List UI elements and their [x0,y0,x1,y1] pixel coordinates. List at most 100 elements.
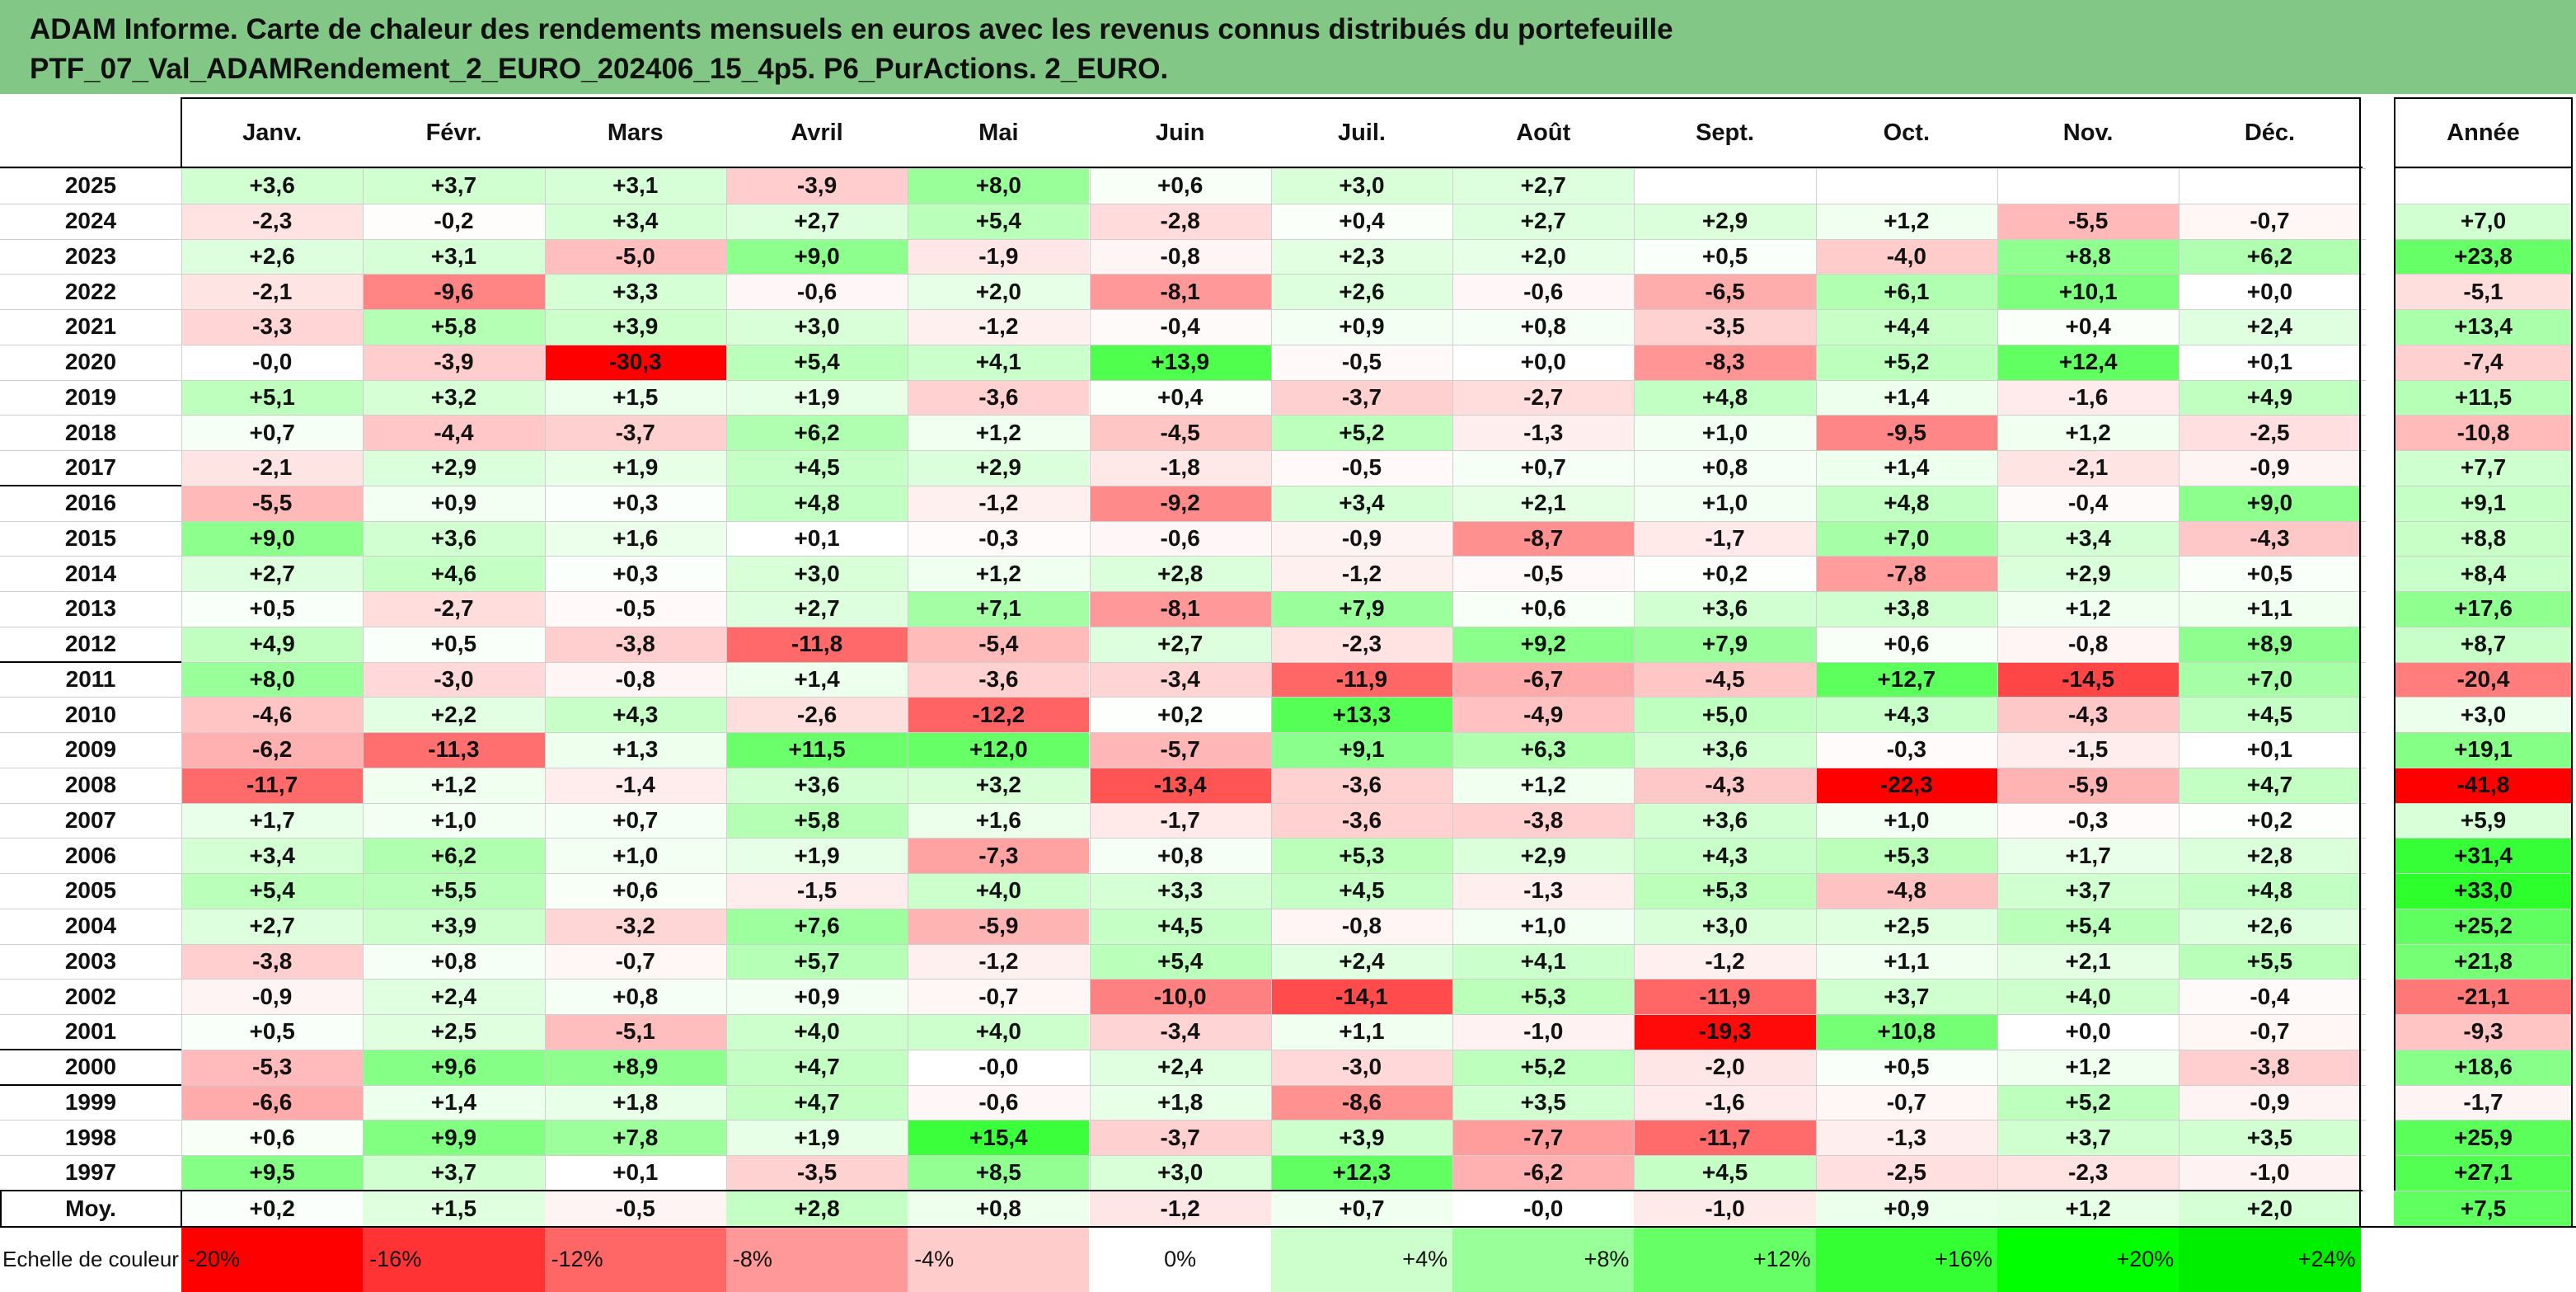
heatmap-cell: -2,1 [181,450,364,486]
heatmap-cell: +3,8 [1815,591,1997,627]
row-gridline [0,450,2366,451]
heatmap-cell: -1,2 [1634,943,1816,980]
heatmap-cell: +5,8 [725,802,908,839]
heatmap-cell: -22,3 [1815,767,1997,803]
heatmap-cell: +0,3 [544,485,726,521]
heatmap-cell: +13,9 [1089,344,1271,380]
row-year-label: 2007 [64,806,117,833]
heatmap-cell: +4,8 [2179,873,2361,909]
annual-cell: +7,0 [2394,203,2573,239]
heatmap-cell: +1,2 [1815,203,1997,239]
heatmap-cell: -3,5 [725,1155,908,1191]
heatmap-cell: +2,8 [2179,838,2361,873]
heatmap-cell: +2,3 [1270,238,1453,275]
heatmap-cell: +0,6 [1815,626,1997,662]
heatmap-cell: -0,0 [908,1049,1090,1085]
row-gridline [0,661,2366,663]
heatmap-cell: +3,9 [363,908,545,944]
header-bottom-border [2394,167,2573,168]
annual-cell: +8,7 [2394,626,2573,662]
heatmap-cell: +7,6 [725,908,908,944]
heatmap-cell: -0,7 [2179,203,2361,239]
annual-cell: +27,1 [2394,1155,2573,1191]
row-year-label: 2016 [64,490,117,516]
heatmap-cell: +2,9 [1634,203,1816,239]
heatmap-cell: -0,5 [1452,556,1635,591]
heatmap-cell: +5,4 [1089,943,1271,980]
row-year-label: 2002 [64,983,117,1009]
column-header: Mars [607,119,664,146]
heatmap-cell: +5,3 [1815,838,1997,873]
heatmap-cell: +0,4 [1270,203,1453,239]
average-row-label: Moy. [65,1195,116,1221]
annual-cell: -5,1 [2394,274,2573,309]
row-year-label: 2017 [64,454,117,481]
heatmap-cell: +4,6 [363,556,545,591]
heatmap-cell: +5,5 [2179,943,2361,980]
average-annual-cell: +7,5 [2394,1190,2573,1227]
row-year-label: 2008 [64,772,117,798]
heatmap-cell: -9,5 [1815,415,1997,450]
heatmap-cell [1634,168,1816,204]
heatmap-cell: +1,0 [1634,415,1816,450]
heatmap-cell: +4,8 [725,485,908,521]
header-top-border [2394,97,2573,99]
column-gridline [2179,168,2180,1191]
heatmap-cell: +2,7 [725,591,908,627]
heatmap-cell: +8,5 [908,1155,1090,1191]
decade-separator [0,660,181,663]
heatmap-cell: +3,5 [2179,1120,2361,1155]
heatmap-cell: +1,0 [1452,908,1635,944]
heatmap-cell: +3,5 [1452,1084,1635,1121]
average-cell: +2,0 [2179,1190,2361,1227]
heatmap-cell: +2,7 [725,203,908,239]
heatmap-cell: -2,1 [1997,450,2180,486]
row-year-label: 2018 [64,419,117,445]
heatmap-cell: -1,2 [1270,556,1453,591]
heatmap-cell: -4,8 [1815,873,1997,909]
heatmap-cell: -0,5 [1270,344,1453,380]
heatmap-cell: -8,6 [1270,1084,1453,1121]
row-gridline [0,168,2366,169]
heatmap-cell: +0,5 [363,626,545,662]
column-header: Juin [1155,119,1205,146]
row-gridline [0,732,2366,733]
heatmap-cell: +1,2 [1997,1049,2180,1085]
annual-cell: +25,9 [2394,1120,2573,1155]
heatmap-cell: +4,0 [1997,979,2180,1014]
heatmap-cell: -1,8 [1089,450,1271,486]
heatmap-cell: +0,4 [1089,379,1271,416]
heatmap-cell: +4,3 [1815,697,1997,732]
heatmap-cell: -4,5 [1089,415,1271,450]
heatmap-cell: +0,8 [363,943,545,980]
average-cell: +0,7 [1270,1190,1453,1227]
heatmap-cell: +1,6 [544,520,726,557]
heatmap-cell: -12,2 [908,697,1090,732]
heatmap-cell: +0,8 [544,979,726,1014]
color-scale-swatch: -4% [908,1226,1090,1292]
row-gridline [0,415,2366,416]
annual-cell: -1,7 [2394,1084,2573,1121]
heatmap-cell: +9,2 [1452,626,1635,662]
row-year-label: 1997 [64,1159,117,1186]
heatmap-cell: +0,8 [1452,309,1635,345]
heatmap-cell: +6,3 [1452,732,1635,768]
annual-cell: +3,0 [2394,697,2573,732]
header-top-border [181,97,2361,99]
heatmap-cell: +4,1 [1452,943,1635,980]
annual-left-border [2394,97,2395,1191]
heatmap-cell: -3,5 [1634,309,1816,345]
heatmap-cell: +9,0 [725,238,908,275]
heatmap-cell: +3,4 [544,203,726,239]
average-cell: +1,5 [363,1190,545,1227]
row-gridline [2394,661,2573,663]
row-year-label: 2022 [64,278,117,304]
row-year-label: 2000 [64,1054,117,1080]
heatmap-cell: +1,6 [908,802,1090,839]
heatmap-cell: -0,9 [2179,1084,2361,1121]
row-year-label: 2004 [64,913,117,939]
row-year-label: 2014 [64,560,117,586]
heatmap-cell: +3,1 [363,238,545,275]
row-gridline [0,697,2366,698]
